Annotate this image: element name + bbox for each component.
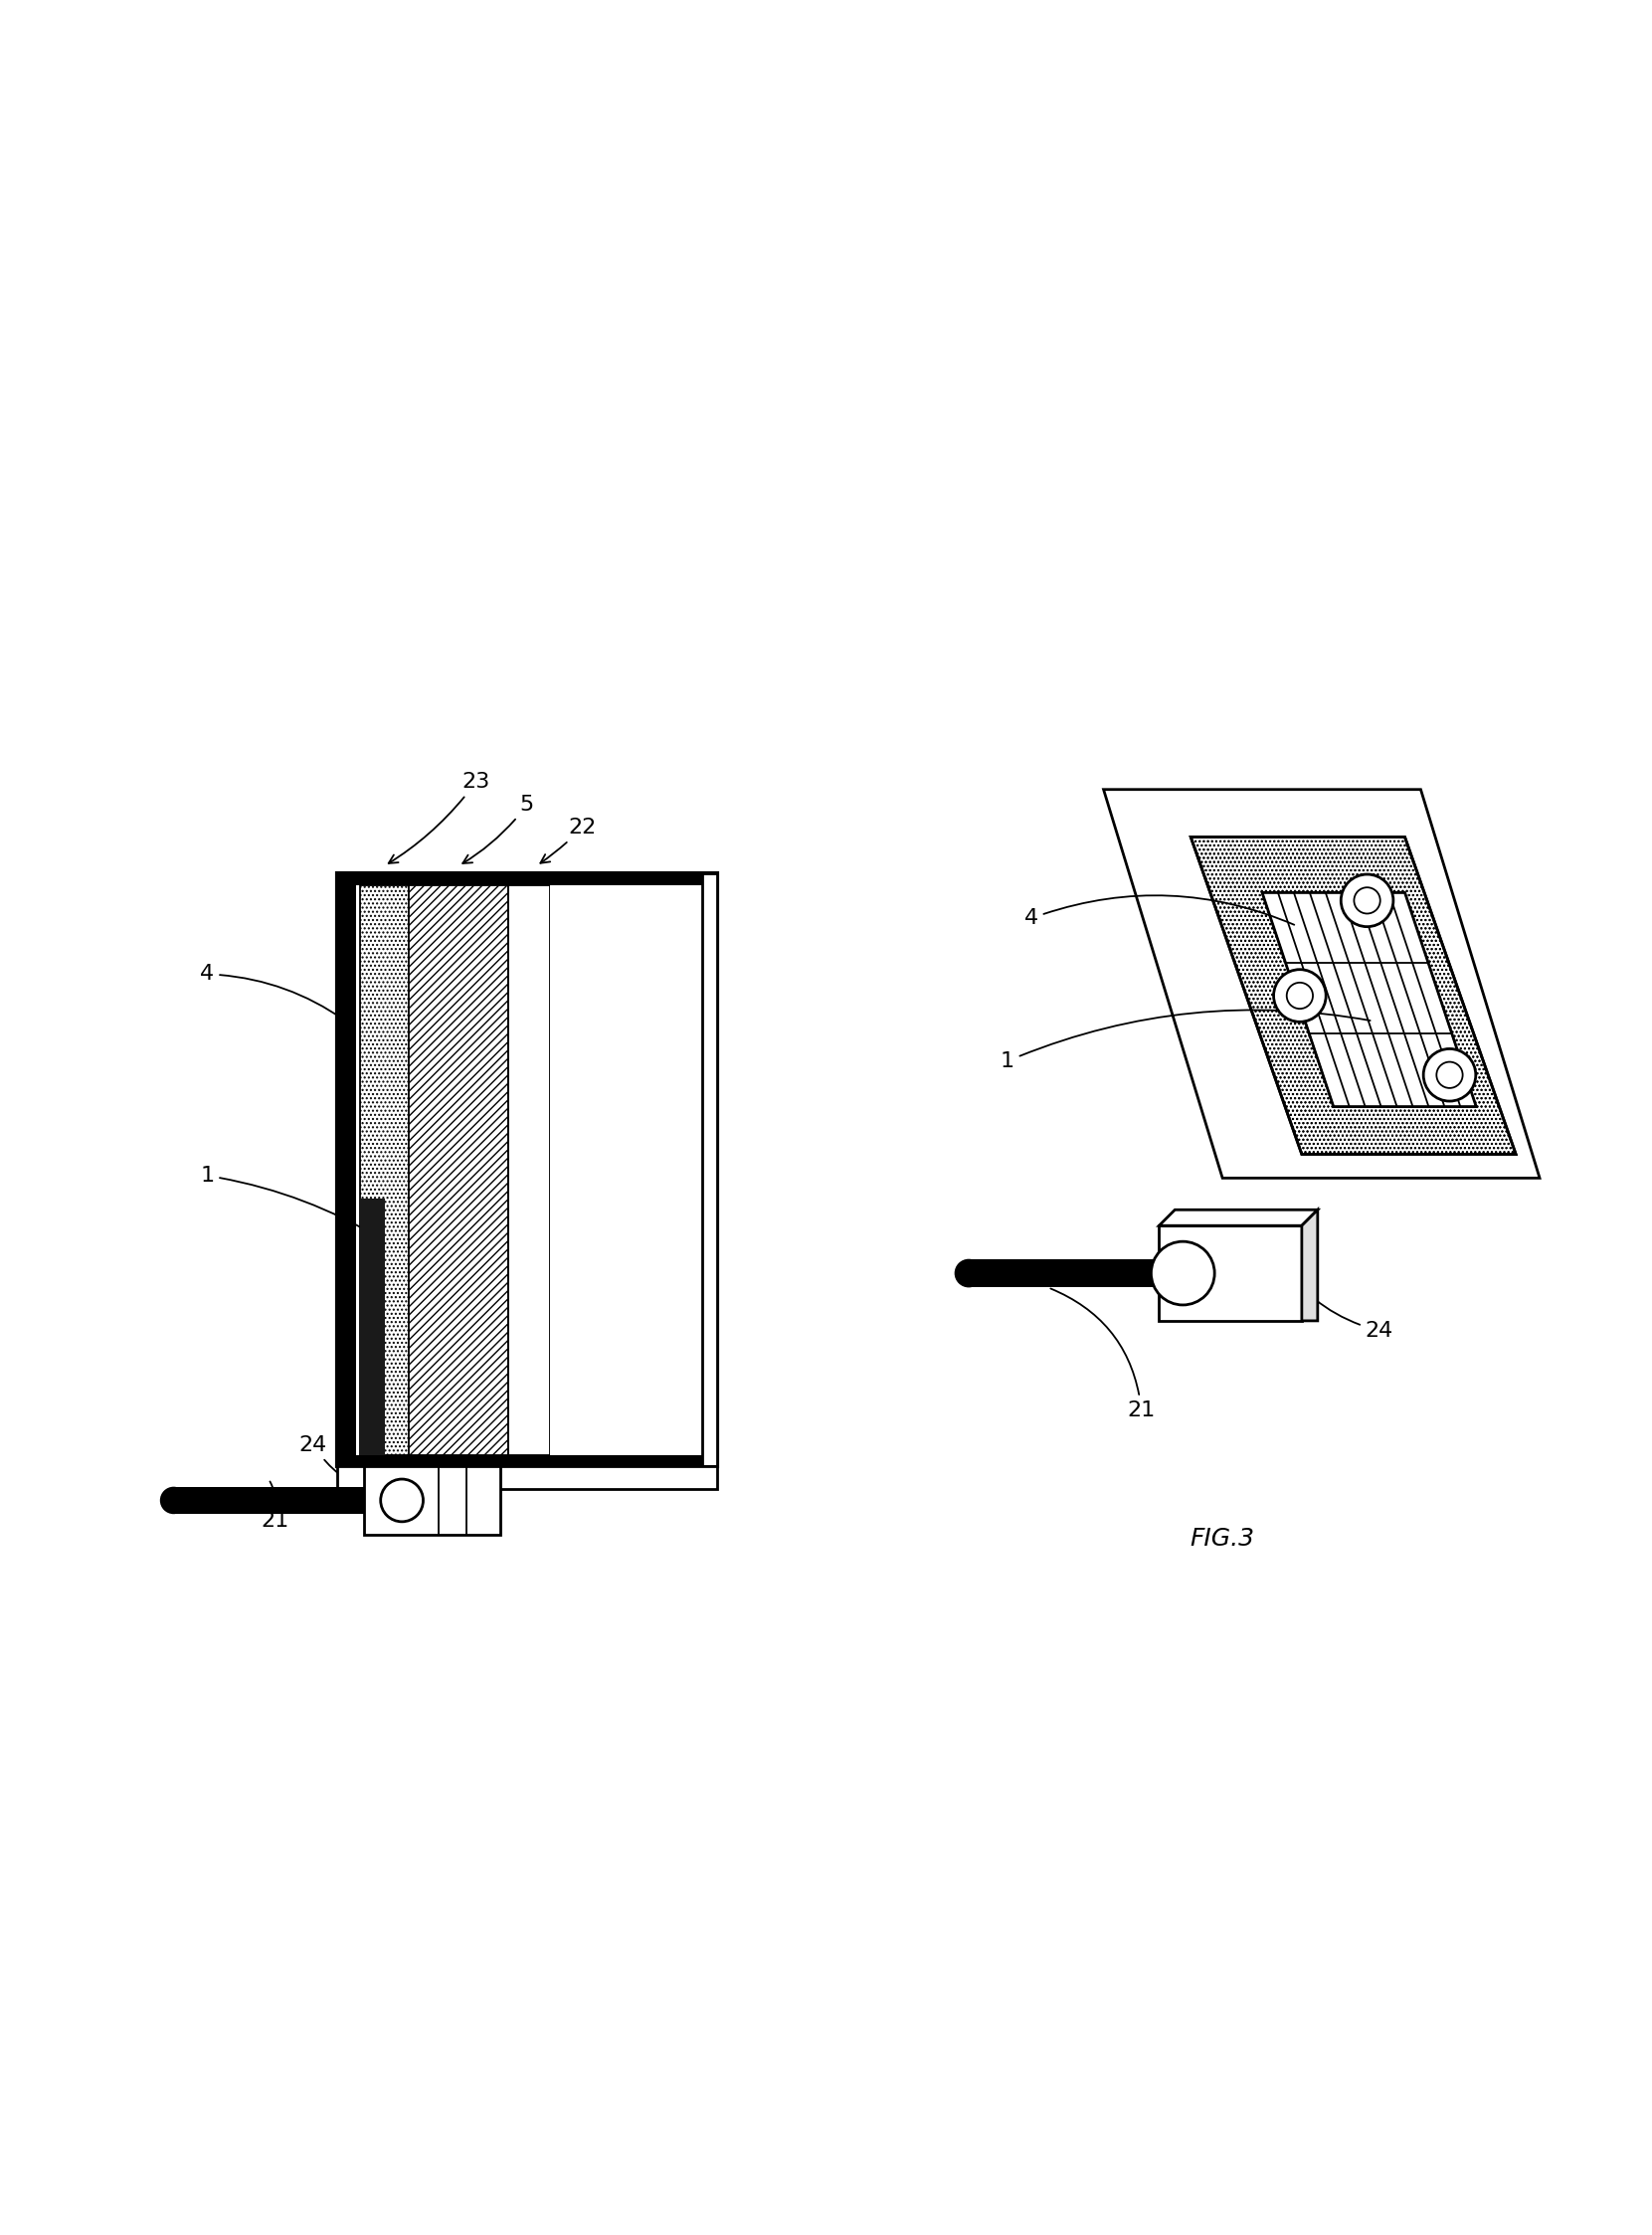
Bar — [337, 1455, 717, 1466]
Text: 24: 24 — [1280, 1261, 1393, 1341]
Bar — [363, 1466, 501, 1535]
Bar — [337, 874, 357, 1466]
Circle shape — [1287, 983, 1313, 1008]
Text: FIG.2: FIG.2 — [380, 1511, 446, 1535]
Bar — [702, 874, 717, 1466]
Text: 21: 21 — [1051, 1290, 1155, 1419]
Bar — [337, 874, 717, 1466]
Bar — [360, 1198, 385, 1455]
Bar — [337, 874, 717, 885]
Polygon shape — [1302, 1209, 1318, 1321]
Text: 24: 24 — [299, 1435, 430, 1502]
Polygon shape — [1191, 838, 1517, 1153]
Circle shape — [1437, 1062, 1462, 1088]
Text: 4: 4 — [1024, 896, 1294, 928]
Bar — [360, 885, 410, 1455]
Text: 4: 4 — [200, 963, 344, 1019]
Text: 1: 1 — [200, 1167, 382, 1240]
Text: FIG.3: FIG.3 — [1189, 1527, 1256, 1551]
Polygon shape — [1160, 1209, 1318, 1225]
Bar — [968, 1258, 1160, 1287]
Circle shape — [1274, 970, 1327, 1021]
Text: 23: 23 — [388, 773, 489, 863]
Bar — [410, 885, 509, 1455]
Text: 1: 1 — [1001, 1010, 1370, 1071]
Circle shape — [1151, 1240, 1214, 1305]
Bar — [337, 1466, 717, 1489]
Circle shape — [160, 1486, 187, 1513]
Text: 21: 21 — [261, 1482, 289, 1531]
Circle shape — [1355, 887, 1379, 914]
Circle shape — [1341, 874, 1393, 928]
Bar — [173, 1486, 363, 1513]
Polygon shape — [1160, 1225, 1302, 1321]
Circle shape — [955, 1258, 983, 1287]
Text: 22: 22 — [540, 818, 596, 863]
Polygon shape — [1104, 789, 1540, 1178]
Circle shape — [1424, 1048, 1475, 1102]
Bar — [509, 885, 550, 1455]
Text: 5: 5 — [463, 796, 534, 863]
Polygon shape — [1262, 892, 1477, 1106]
Bar — [550, 885, 697, 1455]
Circle shape — [380, 1480, 423, 1522]
